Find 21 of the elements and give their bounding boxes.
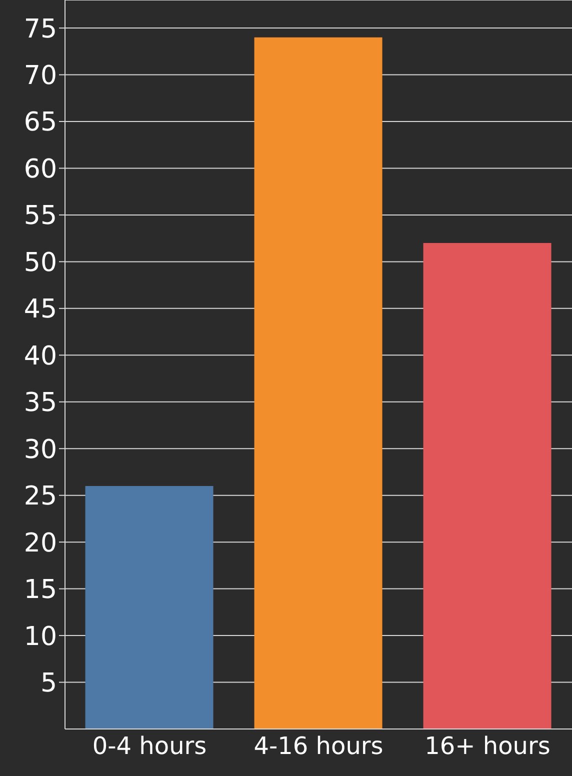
- y-tick-label: 55: [24, 201, 57, 232]
- y-tick-label: 20: [24, 528, 57, 558]
- y-tick-label: 65: [24, 108, 57, 138]
- bar: [423, 243, 552, 729]
- y-tick-label: 75: [24, 14, 57, 44]
- y-tick-label: 10: [24, 622, 57, 652]
- y-tick-label: 45: [24, 294, 57, 325]
- y-tick-label: 25: [24, 482, 57, 512]
- y-tick-label: 70: [24, 61, 57, 91]
- y-tick-label: 50: [24, 248, 57, 278]
- y-tick-label: 5: [40, 668, 57, 698]
- y-tick-label: 60: [24, 154, 57, 184]
- bar: [85, 486, 214, 729]
- x-tick-label: 16+ hours: [424, 732, 550, 760]
- y-tick-label: 30: [24, 434, 57, 465]
- x-tick-label: 0-4 hours: [92, 732, 207, 760]
- y-tick-label: 15: [24, 575, 57, 606]
- x-tick-label: 4-16 hours: [254, 732, 384, 760]
- y-tick-label: 40: [24, 341, 57, 372]
- bar: [254, 37, 382, 729]
- y-tick-label: 35: [24, 388, 57, 418]
